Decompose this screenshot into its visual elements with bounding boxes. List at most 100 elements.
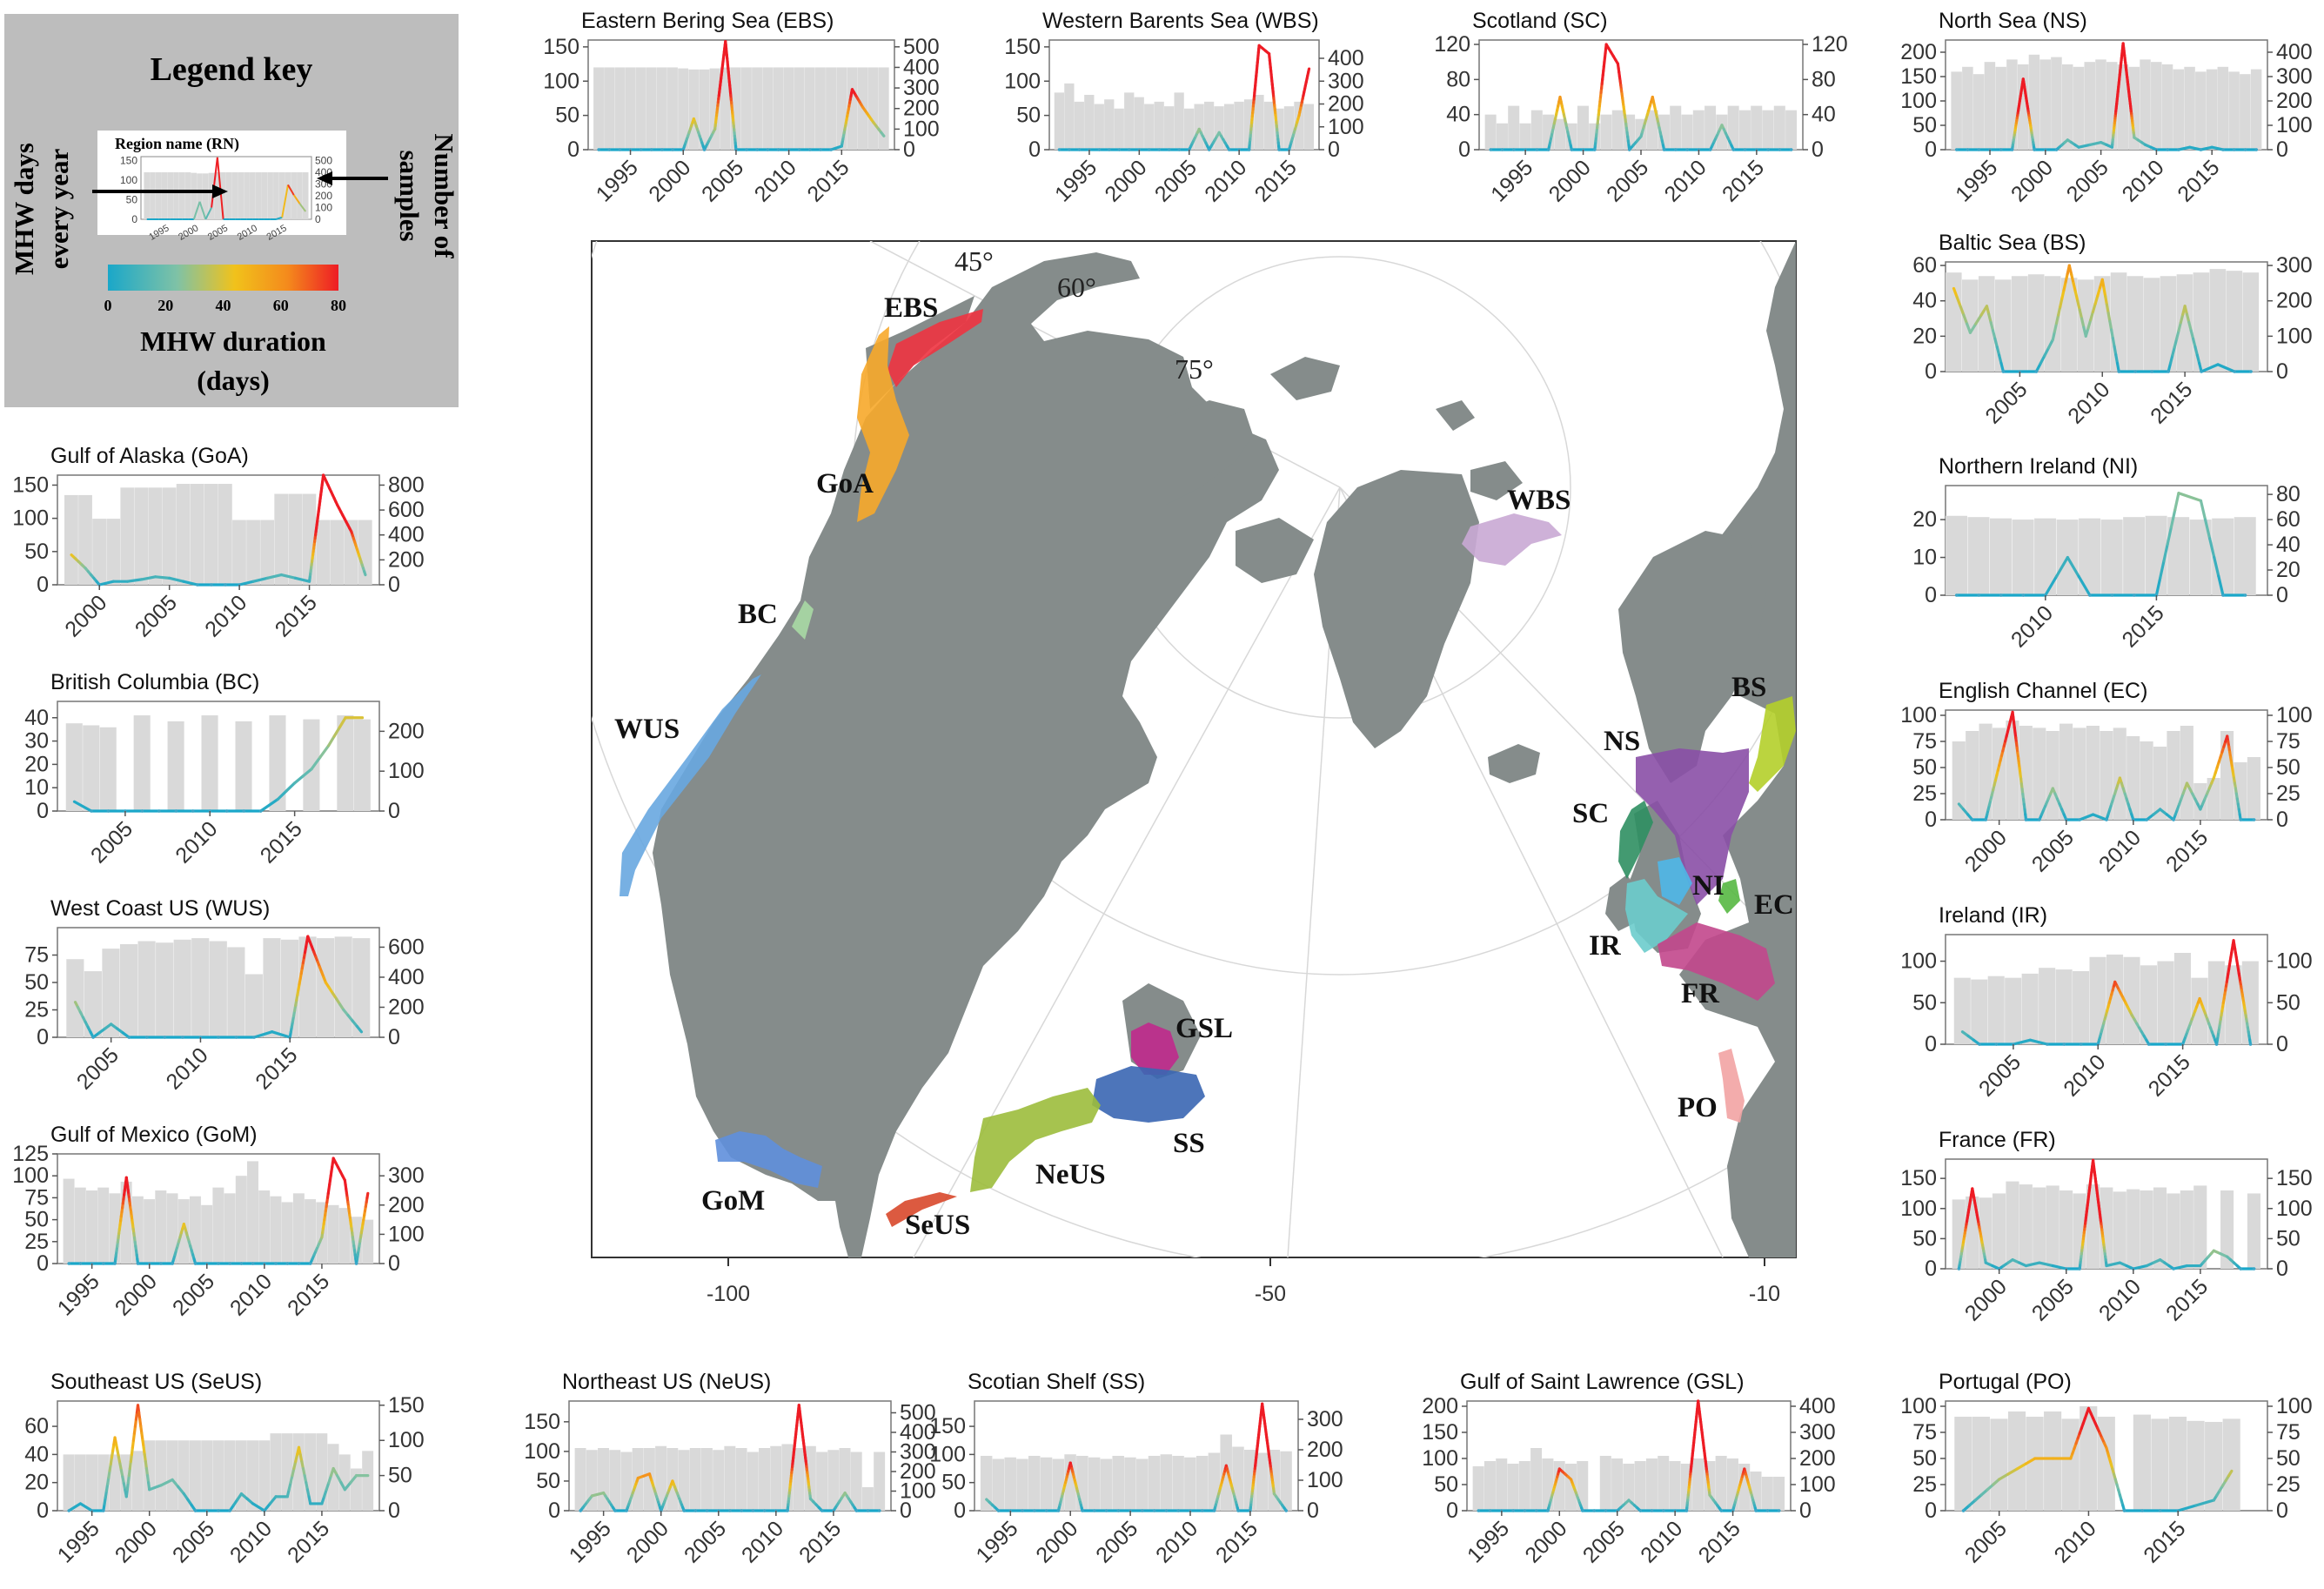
sample-bar: [1294, 101, 1304, 150]
legend-sample-bar: [231, 171, 238, 219]
mhw-point: [1674, 148, 1678, 151]
sample-bar: [109, 1454, 121, 1511]
x-tick-label: 2010: [225, 1269, 277, 1320]
mhw-point: [2079, 1043, 2083, 1046]
x-tick-label: 2015: [2146, 377, 2197, 428]
right-tick-label: 0: [2276, 808, 2288, 832]
mhw-line-segment: [2043, 345, 2051, 358]
left-tick-label: 20: [1912, 324, 1937, 348]
sample-bar: [1946, 515, 1968, 595]
mhw-point: [2038, 818, 2041, 821]
mhw-point: [2214, 1043, 2219, 1046]
mhw-line-segment: [2113, 345, 2118, 357]
sample-bar: [759, 1448, 770, 1511]
mhw-point: [2122, 1509, 2126, 1512]
mhw-line-segment: [2084, 326, 2090, 338]
sample-bar: [247, 1440, 258, 1511]
x-tick-label: 2000: [1960, 1274, 2012, 1325]
mhw-line-segment: [2188, 145, 2203, 151]
region-seus: [886, 1192, 957, 1227]
sample-bar: [1704, 105, 1717, 150]
left-tick-label: 20: [24, 1471, 49, 1495]
x-tick-label: 2015: [1211, 1516, 1262, 1567]
x-tick-label: 2010: [200, 590, 251, 641]
x-tick-label: 2015: [802, 155, 854, 206]
mhw-point: [1570, 148, 1574, 151]
chart-panel-12: Gulf of Mexico (GoM)02550751001250100200…: [12, 1123, 424, 1321]
mhw-point: [762, 1509, 767, 1512]
mhw-point: [217, 1262, 220, 1265]
mhw-point: [877, 1509, 881, 1512]
mhw-point: [705, 1509, 709, 1512]
mhw-point: [1754, 1509, 1758, 1512]
sample-bar: [1256, 1452, 1269, 1511]
sample-bar: [201, 715, 218, 811]
sample-bar: [1172, 1456, 1184, 1511]
mhw-line-segment: [285, 781, 297, 793]
sample-bar: [666, 1448, 679, 1511]
sample-bar: [1484, 114, 1497, 150]
legend-right-tick: 500: [315, 154, 332, 166]
mhw-line-segment: [2111, 336, 2116, 348]
sample-bar: [867, 67, 879, 150]
x-tick-label: 2005: [1602, 155, 1653, 206]
mhw-line-segment: [2195, 353, 2201, 365]
right-tick-label: 0: [900, 1498, 912, 1523]
sample-bar: [635, 67, 646, 150]
right-tick-label: 0: [388, 1025, 400, 1049]
sample-bar: [1016, 1458, 1028, 1511]
sample-bar: [2012, 520, 2034, 595]
mhw-line-segment: [2015, 1462, 2028, 1471]
mhw-line-segment: [310, 755, 322, 771]
mhw-line-segment: [2024, 1261, 2041, 1268]
right-tick-label: 50: [2276, 1226, 2301, 1250]
mhw-point: [285, 1262, 290, 1265]
mhw-point: [228, 1262, 232, 1265]
sample-bar: [604, 67, 615, 150]
mhw-point: [2133, 593, 2136, 597]
sample-bar: [1961, 279, 1979, 372]
sample-bar: [2220, 731, 2234, 820]
sample-bar: [235, 1176, 247, 1264]
right-tick-label: 300: [900, 1440, 936, 1465]
sample-bar: [204, 484, 218, 585]
chart-panel-10: British Columbia (BC)0102030400100200200…: [24, 670, 425, 868]
mhw-point: [354, 1262, 358, 1265]
mhw-point: [91, 1036, 95, 1039]
mhw-line-segment: [2110, 328, 2114, 340]
sample-bar: [102, 949, 120, 1037]
sample-bar: [2133, 1414, 2151, 1511]
right-tick-label: 75: [2276, 729, 2301, 754]
mhw-line-segment: [2159, 560, 2166, 580]
mhw-point: [866, 1509, 870, 1512]
mhw-line-segment: [349, 1474, 358, 1485]
legend-sample-bar: [238, 171, 244, 219]
mhw-line-segment: [2076, 299, 2081, 312]
mhw-point: [1176, 1509, 1181, 1512]
mhw-point: [144, 1036, 149, 1039]
sample-bar: [2044, 1411, 2062, 1511]
mhw-line-segment: [251, 1502, 266, 1512]
mhw-point: [786, 1509, 789, 1512]
map-label-bc: BC: [738, 599, 778, 630]
right-tick-label: 500: [900, 1401, 936, 1425]
legend-title: Legend key: [151, 51, 313, 88]
sample-bar: [1508, 105, 1520, 150]
sample-bar: [83, 725, 100, 811]
mhw-line-segment: [2024, 1457, 2037, 1465]
region-po: [1718, 1049, 1745, 1123]
land-scandinavia: [1618, 531, 1766, 783]
x-tick-label: 2010: [2006, 600, 2058, 652]
sample-bar: [99, 727, 117, 811]
legend-right-label-2: samples: [394, 150, 425, 241]
sample-bar: [92, 519, 106, 585]
mhw-point: [1789, 148, 1793, 151]
mhw-point: [2200, 370, 2203, 373]
mhw-point: [2221, 148, 2225, 151]
sample-bar: [2039, 968, 2056, 1044]
sample-bar: [1507, 1464, 1519, 1511]
mhw-point: [702, 148, 707, 151]
x-tick-label: 1995: [1951, 155, 2002, 206]
sample-bar: [362, 1451, 374, 1511]
mhw-point: [607, 148, 612, 151]
